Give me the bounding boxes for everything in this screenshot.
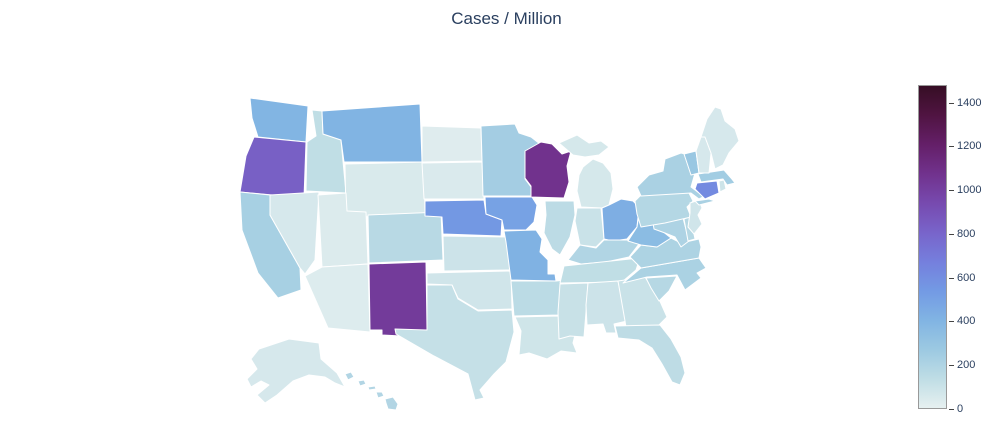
us-choropleth-map [239, 97, 740, 411]
colorbar-tick-mark [949, 277, 954, 279]
colorbar-tick-mark [949, 233, 954, 235]
colorbar-tick-label: 400 [957, 315, 976, 328]
state-missouri[interactable] [503, 229, 557, 282]
state-texas[interactable] [394, 284, 515, 401]
colorbar-ticks: 0 200 400 600 800 1000 1200 1400 [947, 85, 982, 415]
state-maryland[interactable] [652, 217, 690, 248]
state-montana[interactable] [321, 103, 423, 163]
colorbar-tick-label: 1200 [957, 140, 982, 153]
state-washington[interactable] [249, 97, 309, 143]
chart-title: Cases / Million [451, 9, 562, 28]
state-nebraska[interactable] [424, 199, 503, 237]
state-south-dakota[interactable] [421, 161, 485, 200]
colorbar-tick-label: 1400 [957, 96, 982, 109]
state-tennessee[interactable] [559, 257, 641, 284]
state-north-dakota[interactable] [421, 125, 483, 163]
state-wyoming[interactable] [344, 161, 426, 218]
state-kansas[interactable] [442, 235, 512, 272]
state-massachusetts[interactable] [697, 169, 736, 186]
state-wisconsin[interactable] [524, 141, 572, 199]
colorbar-gradient [918, 85, 947, 409]
colorbar-tick-mark [949, 409, 954, 410]
colorbar-tick-label: 200 [957, 359, 976, 372]
state-maine[interactable] [700, 106, 740, 170]
state-florida[interactable] [614, 324, 686, 386]
state-rhode-island[interactable] [718, 179, 727, 193]
state-hawaii[interactable] [344, 371, 399, 411]
colorbar-tick-label: 800 [957, 227, 976, 240]
colorbar-tick-mark [949, 146, 954, 148]
state-oregon[interactable] [239, 136, 307, 199]
colorbar-tick-mark [949, 102, 954, 104]
state-colorado[interactable] [367, 211, 444, 264]
colorbar-tick-mark [949, 190, 954, 192]
state-illinois[interactable] [543, 200, 576, 256]
colorbar-tick-label: 600 [957, 271, 976, 284]
state-connecticut[interactable] [694, 180, 720, 200]
state-new-mexico[interactable] [368, 261, 428, 337]
state-alaska[interactable] [246, 338, 346, 404]
state-south-carolina[interactable] [645, 275, 678, 302]
colorbar-tick-label: 0 [957, 403, 964, 415]
state-arizona[interactable] [304, 263, 371, 333]
colorbar-tick-mark [949, 321, 954, 323]
state-indiana[interactable] [574, 207, 605, 248]
colorbar-tick-mark [949, 365, 954, 367]
colorbar: 0 200 400 600 800 1000 1200 1400 [918, 85, 982, 415]
state-oklahoma[interactable] [426, 270, 513, 311]
colorbar-tick-label: 1000 [957, 184, 982, 197]
state-mississippi[interactable] [557, 282, 589, 340]
